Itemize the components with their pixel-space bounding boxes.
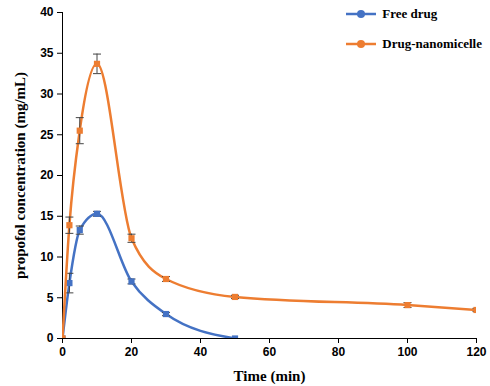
- svg-text:120: 120: [466, 345, 486, 359]
- svg-text:25: 25: [40, 128, 54, 142]
- svg-text:40: 40: [40, 5, 54, 19]
- svg-text:15: 15: [40, 209, 54, 223]
- svg-text:60: 60: [263, 345, 277, 359]
- svg-text:30: 30: [40, 87, 54, 101]
- html-text:Drug-nanomicelle: Drug-nanomicelle: [382, 36, 482, 51]
- svg-text:0: 0: [59, 345, 66, 359]
- svg-text:80: 80: [332, 345, 346, 359]
- svg-text:20: 20: [40, 168, 54, 182]
- svg-text:35: 35: [40, 46, 54, 60]
- svg-text:Time (min): Time (min): [234, 368, 306, 385]
- html-text:Free drug: Free drug: [382, 6, 438, 21]
- svg-text:5: 5: [47, 291, 54, 305]
- svg-text:propofol concentration (mg/mL): propofol concentration (mg/mL): [12, 72, 29, 279]
- svg-text:100: 100: [397, 345, 417, 359]
- svg-text:20: 20: [125, 345, 139, 359]
- svg-text:40: 40: [194, 345, 208, 359]
- svg-text:0: 0: [47, 331, 54, 345]
- svg-text:10: 10: [40, 250, 54, 264]
